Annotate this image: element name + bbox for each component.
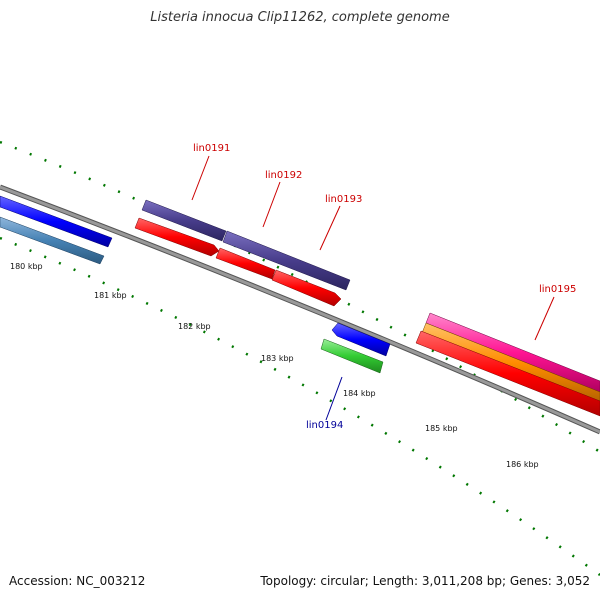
- gene-lin0191: [141, 199, 227, 242]
- label-lin0191: lin0191: [193, 143, 230, 154]
- gene-steelblue-left: [0, 216, 105, 265]
- kbp-label-182: 182 kbp: [178, 322, 211, 331]
- gene-lin0194-green: [320, 338, 384, 374]
- leader-lin0195: [534, 296, 555, 341]
- kbp-label-185: 185 kbp: [425, 424, 458, 433]
- gene-lin0194-blue: [331, 322, 391, 357]
- leader-lin0191: [191, 155, 210, 201]
- leader-lin0194: [325, 376, 343, 421]
- label-lin0193: lin0193: [325, 194, 362, 205]
- kbp-label-184: 184 kbp: [343, 389, 376, 398]
- kbp-label-186: 186 kbp: [506, 460, 539, 469]
- label-lin0194: lin0194: [306, 420, 343, 431]
- gene-blue-left: [0, 195, 113, 248]
- gene-lin0195-magenta: [425, 312, 600, 393]
- accession-text: Accession: NC_003212: [9, 574, 146, 588]
- cds-red-3: [271, 269, 342, 307]
- gene-lin0195-orange: [421, 322, 600, 404]
- outer-tick-ring: [0, 140, 600, 454]
- label-lin0192: lin0192: [265, 170, 302, 181]
- genome-backbone: [0, 184, 600, 435]
- leader-lin0193: [319, 205, 341, 251]
- cds-red-2: [215, 247, 276, 280]
- kbp-label-183: 183 kbp: [261, 354, 294, 363]
- gene-lin0195-red: [415, 330, 600, 417]
- gene-lin0192: [222, 230, 351, 291]
- map-title: Listeria innocua Clip11262, complete gen…: [150, 10, 450, 25]
- kbp-label-181: 181 kbp: [94, 291, 127, 300]
- kbp-label-180: 180 kbp: [10, 262, 43, 271]
- label-lin0195: lin0195: [539, 284, 576, 295]
- genome-summary-text: Topology: circular; Length: 3,011,208 bp…: [260, 574, 590, 588]
- leader-lin0192: [262, 181, 281, 228]
- cds-red-1: [134, 217, 220, 257]
